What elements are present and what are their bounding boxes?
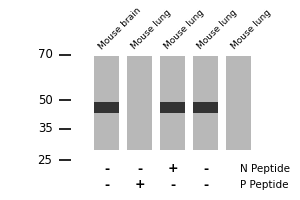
Text: -: -	[203, 162, 208, 176]
Text: N Peptide: N Peptide	[240, 164, 290, 174]
Text: Mouse lung: Mouse lung	[163, 8, 206, 51]
Text: 35: 35	[38, 122, 52, 136]
Bar	[160, 56, 185, 150]
Bar	[94, 102, 119, 113]
Text: 25: 25	[38, 154, 52, 166]
Text: Mouse lung: Mouse lung	[196, 8, 239, 51]
Text: -: -	[203, 178, 208, 192]
Text: +: +	[167, 162, 178, 176]
Bar	[160, 102, 185, 113]
Bar	[94, 56, 119, 150]
Text: Mouse lung: Mouse lung	[229, 8, 272, 51]
Text: 70: 70	[38, 48, 52, 62]
Text: 50: 50	[38, 94, 52, 106]
Text: -: -	[170, 178, 175, 192]
Bar	[193, 102, 218, 113]
Text: Mouse brain: Mouse brain	[97, 5, 143, 51]
Text: -: -	[104, 162, 109, 176]
Text: +: +	[134, 178, 145, 192]
Text: P Peptide: P Peptide	[240, 180, 289, 190]
Bar	[226, 56, 251, 150]
Text: -: -	[104, 178, 109, 192]
Text: -: -	[137, 162, 142, 176]
Bar	[127, 56, 152, 150]
Bar	[193, 56, 218, 150]
Text: Mouse lung: Mouse lung	[130, 8, 173, 51]
